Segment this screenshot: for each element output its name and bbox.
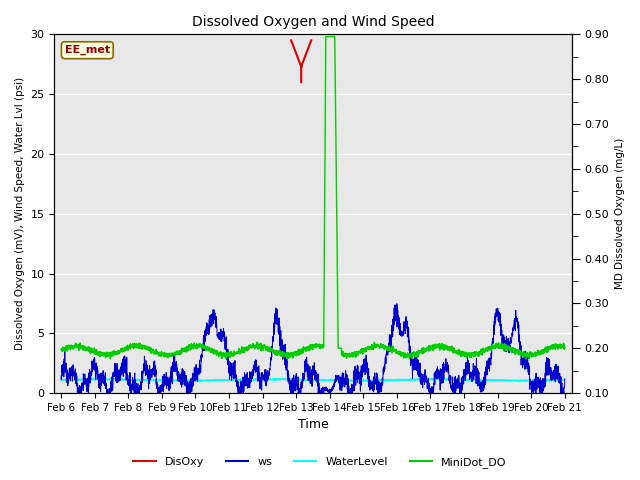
Legend: DisOxy, ws, WaterLevel, MiniDot_DO: DisOxy, ws, WaterLevel, MiniDot_DO bbox=[129, 452, 511, 472]
Text: EE_met: EE_met bbox=[65, 45, 110, 55]
Y-axis label: Dissolved Oxygen (mV), Wind Speed, Water Lvl (psi): Dissolved Oxygen (mV), Wind Speed, Water… bbox=[15, 77, 25, 350]
Y-axis label: MD Dissolved Oxygen (mg/L): MD Dissolved Oxygen (mg/L) bbox=[615, 138, 625, 289]
X-axis label: Time: Time bbox=[298, 419, 328, 432]
Title: Dissolved Oxygen and Wind Speed: Dissolved Oxygen and Wind Speed bbox=[191, 15, 435, 29]
